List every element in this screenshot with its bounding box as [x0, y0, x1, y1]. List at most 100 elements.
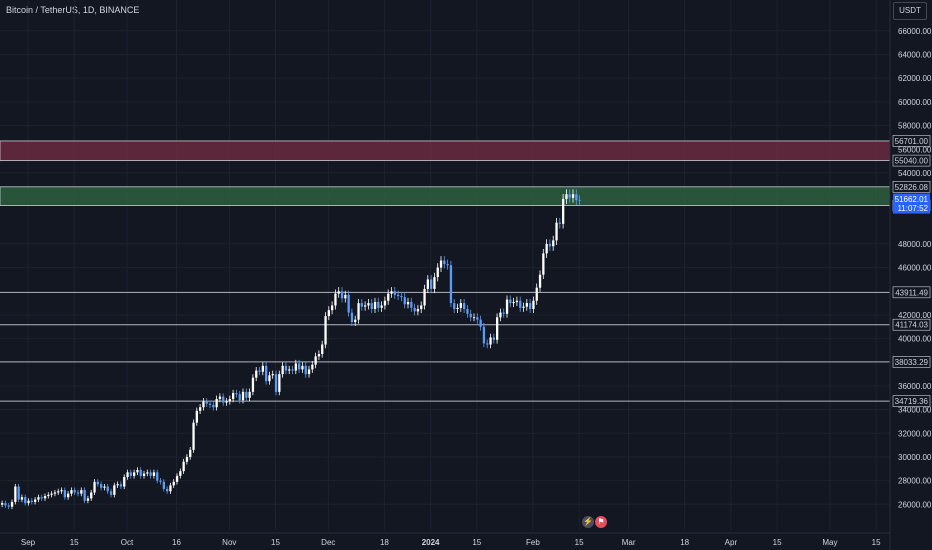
- candle[interactable]: [344, 294, 347, 299]
- candle[interactable]: [248, 391, 251, 398]
- candle[interactable]: [354, 319, 357, 323]
- candle[interactable]: [390, 291, 393, 294]
- candle[interactable]: [288, 369, 291, 371]
- support-zone[interactable]: [0, 186, 891, 206]
- candle[interactable]: [552, 240, 555, 247]
- candle[interactable]: [113, 485, 116, 495]
- candle[interactable]: [525, 303, 528, 307]
- candle[interactable]: [387, 293, 390, 301]
- candle[interactable]: [307, 369, 311, 375]
- candle[interactable]: [383, 300, 387, 306]
- candle[interactable]: [545, 243, 548, 254]
- candle[interactable]: [532, 300, 535, 310]
- candle[interactable]: [370, 303, 373, 310]
- candle[interactable]: [416, 309, 420, 312]
- candle[interactable]: [60, 490, 63, 492]
- candle[interactable]: [232, 393, 235, 399]
- candle[interactable]: [80, 490, 83, 494]
- candle[interactable]: [502, 312, 505, 314]
- candle[interactable]: [430, 279, 433, 289]
- candle[interactable]: [406, 301, 410, 305]
- candle[interactable]: [238, 394, 241, 401]
- candle[interactable]: [258, 370, 261, 372]
- candle[interactable]: [492, 337, 495, 340]
- candle[interactable]: [119, 484, 123, 487]
- candle[interactable]: [126, 472, 129, 478]
- candle[interactable]: [166, 488, 169, 492]
- candle[interactable]: [535, 287, 538, 301]
- candle[interactable]: [459, 303, 462, 308]
- candle[interactable]: [555, 222, 558, 241]
- candle[interactable]: [301, 365, 304, 370]
- candle[interactable]: [529, 303, 532, 310]
- candle[interactable]: [436, 267, 439, 278]
- candle[interactable]: [397, 294, 400, 297]
- candle[interactable]: [57, 491, 60, 493]
- candle[interactable]: [20, 497, 24, 500]
- candle[interactable]: [311, 364, 314, 370]
- candle[interactable]: [215, 398, 218, 408]
- candle[interactable]: [294, 363, 297, 371]
- candle[interactable]: [212, 404, 215, 408]
- candle[interactable]: [446, 264, 449, 266]
- flag-icon[interactable]: ⚑: [595, 516, 607, 528]
- candle[interactable]: [222, 396, 225, 403]
- candle[interactable]: [400, 296, 403, 298]
- candle[interactable]: [175, 475, 179, 482]
- candle[interactable]: [185, 456, 189, 462]
- candle[interactable]: [327, 310, 330, 317]
- candle[interactable]: [512, 301, 515, 304]
- candle[interactable]: [373, 301, 377, 310]
- candle[interactable]: [96, 481, 99, 485]
- candle[interactable]: [331, 305, 334, 311]
- candle[interactable]: [538, 274, 542, 288]
- candle[interactable]: [172, 481, 175, 486]
- candle[interactable]: [53, 492, 57, 494]
- candle[interactable]: [152, 472, 156, 476]
- candle[interactable]: [568, 194, 571, 198]
- candle[interactable]: [265, 365, 268, 382]
- candle[interactable]: [261, 365, 264, 372]
- candle[interactable]: [27, 500, 30, 504]
- candle[interactable]: [350, 312, 354, 323]
- resistance-zone[interactable]: [0, 140, 891, 162]
- candle[interactable]: [317, 353, 321, 357]
- candle[interactable]: [30, 500, 33, 502]
- candle[interactable]: [47, 494, 50, 497]
- candle[interactable]: [469, 313, 472, 318]
- candle[interactable]: [562, 198, 565, 224]
- candle[interactable]: [218, 396, 222, 399]
- candle[interactable]: [420, 305, 423, 310]
- candle[interactable]: [43, 496, 47, 499]
- candle[interactable]: [321, 344, 324, 354]
- candle[interactable]: [565, 194, 568, 199]
- candle[interactable]: [472, 317, 476, 319]
- candle[interactable]: [90, 492, 93, 499]
- candle[interactable]: [189, 449, 192, 457]
- candle[interactable]: [479, 319, 482, 327]
- candle[interactable]: [159, 480, 162, 482]
- candle[interactable]: [291, 369, 294, 371]
- candle[interactable]: [463, 303, 466, 310]
- candle[interactable]: [133, 472, 136, 476]
- candle[interactable]: [519, 300, 522, 308]
- candle[interactable]: [423, 288, 426, 306]
- flash-icon[interactable]: ⚡: [582, 516, 594, 528]
- candle[interactable]: [123, 477, 126, 487]
- candle[interactable]: [337, 291, 340, 294]
- candle[interactable]: [136, 469, 139, 473]
- candle[interactable]: [426, 279, 429, 289]
- candle[interactable]: [156, 472, 159, 481]
- candle[interactable]: [324, 316, 327, 345]
- candle[interactable]: [377, 301, 380, 308]
- candle[interactable]: [274, 374, 278, 392]
- candle[interactable]: [466, 309, 469, 314]
- candle[interactable]: [281, 365, 284, 375]
- candle[interactable]: [304, 365, 307, 375]
- candle[interactable]: [106, 486, 109, 492]
- candle[interactable]: [284, 365, 288, 371]
- candle[interactable]: [142, 473, 146, 476]
- candle[interactable]: [439, 260, 443, 268]
- candle[interactable]: [100, 484, 103, 488]
- candle[interactable]: [364, 305, 367, 307]
